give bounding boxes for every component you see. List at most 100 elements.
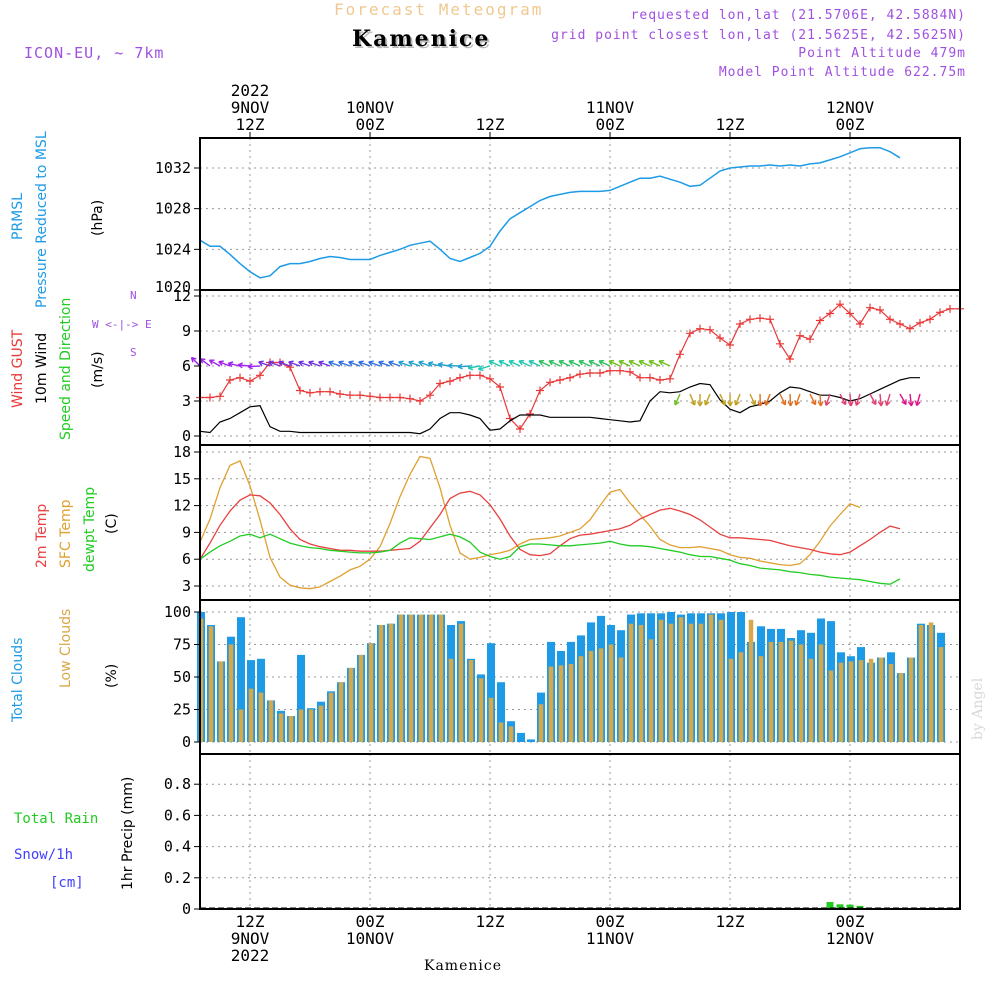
wind-arrow-shaft (789, 393, 792, 407)
time-label-bottom: 12Z (716, 912, 745, 931)
wind-arrow (899, 393, 907, 405)
wind-arrow (368, 360, 381, 367)
snow-unit: [cm] (50, 875, 84, 891)
point-altitude: Point Altitude 479m (798, 46, 966, 61)
wind-arrow-head (618, 359, 625, 366)
wind-arrow (418, 360, 431, 367)
wind-arrow (508, 359, 521, 367)
wind-arrow-head (608, 359, 615, 366)
gust-marker (736, 320, 744, 328)
wind-arrow-shaft (348, 361, 361, 367)
wind-arrow-head (288, 360, 294, 367)
wind-arrow-shaft (338, 361, 351, 367)
wind-line (199, 377, 920, 435)
wind-arrow-head (877, 401, 884, 407)
low-cloud-bar (868, 658, 874, 742)
low-cloud-bar (298, 709, 304, 742)
wind-arrow-head (418, 360, 424, 367)
y-tick-label: 18 (173, 443, 191, 461)
wind-arrow (884, 393, 891, 406)
wind-arrow-head (477, 365, 484, 372)
wind-arrow (914, 393, 921, 407)
wind-arrow (757, 393, 764, 407)
gust-marker (596, 369, 604, 377)
wind-arrow (809, 393, 817, 406)
wind-arrow-shaft (278, 361, 291, 367)
wind-arrow-head (488, 359, 495, 366)
low-cloud-bar (738, 652, 744, 742)
wind-arrow-head (218, 360, 224, 366)
wind-arrow (398, 360, 411, 367)
wind-arrow (794, 393, 801, 406)
wind-arrow (288, 360, 301, 367)
wind-arrow (538, 359, 551, 367)
wind-arrow (618, 359, 631, 367)
wind-arrow-shaft (358, 361, 371, 367)
time-label-bottom: 00Z (836, 912, 865, 931)
wind-arrow-head (437, 361, 444, 368)
wind-arrow (734, 393, 741, 406)
wind-arrow-shaft (308, 361, 321, 367)
wind-arrow-shaft (674, 393, 681, 406)
low-cloud-bar (568, 664, 574, 742)
wind-arrow-head (467, 364, 474, 371)
wind-arrow-head (884, 400, 891, 406)
wind-arrow-shaft (588, 360, 601, 367)
gust-marker (746, 315, 754, 324)
time-label-top: 2022 (231, 81, 270, 100)
wind-arrow (608, 359, 621, 367)
wind-arrow-shaft (658, 360, 671, 367)
wind-arrow (558, 359, 571, 367)
wind-arrow-shaft (408, 361, 421, 367)
time-label-top: 00Z (836, 115, 865, 134)
wind-arrow-shaft (849, 393, 852, 407)
time-label-top: 12NOV (826, 98, 875, 117)
wind-arrow-head (548, 359, 555, 366)
wind-arrow (408, 360, 421, 367)
wind-arrow-head (278, 360, 284, 367)
y-tick-label: 12 (173, 497, 191, 515)
wind-arrow-head (704, 400, 710, 406)
wind-arrow-head (648, 359, 655, 366)
gust-marker (216, 392, 224, 401)
low-cloud-bar (618, 657, 624, 742)
wind-arrow (869, 393, 877, 406)
low-cloud-bar (918, 625, 924, 742)
wind-arrow-shaft (428, 362, 441, 367)
wind-arrow-shaft (318, 361, 331, 367)
gust-marker (386, 393, 394, 402)
low-cloud-bar (888, 664, 894, 742)
gust-marker (256, 371, 264, 380)
gust-marker (626, 367, 634, 376)
gust-marker (556, 376, 564, 384)
wind-arrow-shaft (734, 393, 741, 406)
temp2m-line (199, 490, 901, 560)
wind-arrow-shaft (909, 393, 913, 406)
time-label-top: 00Z (356, 115, 385, 134)
low-cloud-bar (328, 692, 334, 742)
wind-arrow-shaft (825, 393, 831, 406)
wind-arrow-head (318, 360, 324, 367)
gust-marker (696, 324, 704, 333)
wind-arrow (258, 360, 271, 367)
wind-arrow-shaft (191, 357, 201, 367)
low-cloud-bar (468, 660, 474, 742)
wind-arrow-shaft (638, 360, 651, 367)
time-label-bottom: 00Z (356, 912, 385, 931)
wind-arrow-shaft (879, 393, 882, 407)
panel-frame (199, 753, 961, 910)
wind-arrow-head (658, 359, 665, 366)
y-tick-label: 1020 (155, 278, 191, 296)
y-tick-label: 9 (182, 322, 191, 340)
gust-marker (666, 374, 674, 383)
wind-arrow-head (720, 399, 726, 406)
wind-arrow-head (764, 400, 770, 406)
wind-arrow-head (810, 399, 817, 406)
wind-arrow-head (538, 359, 545, 366)
low-cloud-bar (228, 644, 234, 742)
gust-marker (416, 397, 424, 405)
total-cloud-bar (297, 654, 305, 742)
wind-arrow (568, 359, 581, 367)
low-cloud-bar (508, 726, 514, 742)
wind-arrow-shaft (468, 365, 481, 369)
